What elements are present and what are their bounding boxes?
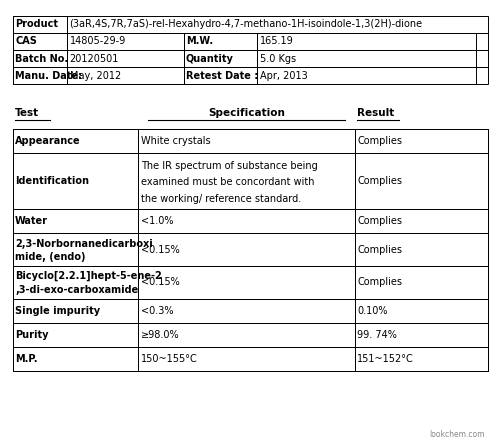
Bar [12, 67, 67, 84]
Bar [354, 233, 488, 266]
Bar [12, 153, 138, 209]
Text: CAS: CAS [15, 37, 37, 46]
Bar [12, 347, 138, 371]
Text: Quantity: Quantity [186, 54, 234, 63]
Bar [138, 299, 354, 323]
Text: (3aR,4S,7R,7aS)-rel-Hexahydro-4,7-methano-1H-isoindole-1,3(2H)-dione: (3aR,4S,7R,7aS)-rel-Hexahydro-4,7-methan… [70, 19, 423, 29]
Bar [138, 209, 354, 233]
Bar [12, 67, 488, 84]
Text: ≥98.0%: ≥98.0% [141, 330, 180, 340]
Bar [354, 266, 488, 299]
Bar [138, 233, 354, 266]
Bar [184, 67, 257, 84]
Text: White crystals: White crystals [141, 136, 210, 146]
Text: Single impurity: Single impurity [15, 306, 100, 316]
Text: M.P.: M.P. [15, 354, 38, 364]
Text: 151~152°C: 151~152°C [357, 354, 414, 364]
Bar [138, 323, 354, 347]
Text: Batch No.: Batch No. [15, 54, 68, 63]
Text: Complies: Complies [357, 136, 402, 146]
Text: M.W.: M.W. [186, 37, 213, 46]
Text: <0.15%: <0.15% [141, 245, 180, 255]
Bar [354, 347, 488, 371]
Text: 0.10%: 0.10% [357, 306, 388, 316]
Text: Complies: Complies [357, 176, 402, 186]
Bar [257, 33, 476, 50]
Bar [12, 16, 488, 33]
Text: mide, (endo): mide, (endo) [15, 252, 86, 262]
Text: 99. 74%: 99. 74% [357, 330, 397, 340]
Text: 5.0 Kgs: 5.0 Kgs [260, 54, 296, 63]
Bar [12, 33, 488, 50]
Bar [354, 153, 488, 209]
Text: the working/ reference standard.: the working/ reference standard. [141, 194, 301, 203]
Bar [12, 50, 67, 67]
Bar [12, 266, 488, 299]
Text: Appearance: Appearance [15, 136, 80, 146]
Text: ,3-di-exo-carboxamide: ,3-di-exo-carboxamide [15, 285, 138, 295]
Text: Bicyclo[2.2.1]hept-5-ene-2: Bicyclo[2.2.1]hept-5-ene-2 [15, 271, 162, 281]
Bar [12, 209, 488, 233]
Text: Specification: Specification [208, 108, 285, 118]
Text: 150~155°C: 150~155°C [141, 354, 198, 364]
Text: Result: Result [357, 108, 394, 118]
Bar [12, 323, 488, 347]
Bar [12, 209, 138, 233]
Text: Identification: Identification [15, 176, 89, 186]
Bar [257, 67, 476, 84]
Bar [12, 153, 488, 209]
Bar [138, 266, 354, 299]
Bar [12, 129, 138, 153]
Bar [12, 16, 67, 33]
Text: <1.0%: <1.0% [141, 216, 174, 226]
Text: May, 2012: May, 2012 [70, 71, 121, 81]
Bar [354, 299, 488, 323]
Bar [354, 323, 488, 347]
Text: Test: Test [15, 108, 39, 118]
Bar [12, 33, 67, 50]
Text: 20120501: 20120501 [70, 54, 119, 63]
Text: Purity: Purity [15, 330, 48, 340]
Bar [12, 129, 488, 153]
Bar [354, 129, 488, 153]
Text: lookchem.com: lookchem.com [430, 430, 485, 439]
Text: Product: Product [15, 19, 58, 29]
Text: <0.15%: <0.15% [141, 277, 180, 287]
Bar [257, 50, 476, 67]
Text: 165.19: 165.19 [260, 37, 294, 46]
Bar [138, 347, 354, 371]
Text: The IR spectrum of substance being: The IR spectrum of substance being [141, 160, 318, 171]
Bar [12, 323, 138, 347]
Bar [67, 50, 184, 67]
Bar [12, 233, 138, 266]
Text: Retest Date :: Retest Date : [186, 71, 258, 81]
Text: Complies: Complies [357, 277, 402, 287]
Bar [12, 266, 138, 299]
Bar [12, 50, 488, 67]
Bar [12, 299, 138, 323]
Text: Complies: Complies [357, 245, 402, 255]
Bar [184, 50, 257, 67]
Bar [12, 299, 488, 323]
Text: examined must be concordant with: examined must be concordant with [141, 177, 314, 187]
Bar [67, 33, 184, 50]
Bar [67, 67, 184, 84]
Text: 14805-29-9: 14805-29-9 [70, 37, 126, 46]
Text: Water: Water [15, 216, 48, 226]
Bar [138, 129, 354, 153]
Text: 2,3-Norbornanedicarboxi: 2,3-Norbornanedicarboxi [15, 239, 153, 249]
Bar [138, 153, 354, 209]
Bar [184, 33, 257, 50]
Bar [12, 347, 488, 371]
Text: Apr, 2013: Apr, 2013 [260, 71, 308, 81]
Bar [12, 233, 488, 266]
Bar [354, 209, 488, 233]
Text: <0.3%: <0.3% [141, 306, 174, 316]
Text: Complies: Complies [357, 216, 402, 226]
Text: Manu. Date:: Manu. Date: [15, 71, 82, 81]
